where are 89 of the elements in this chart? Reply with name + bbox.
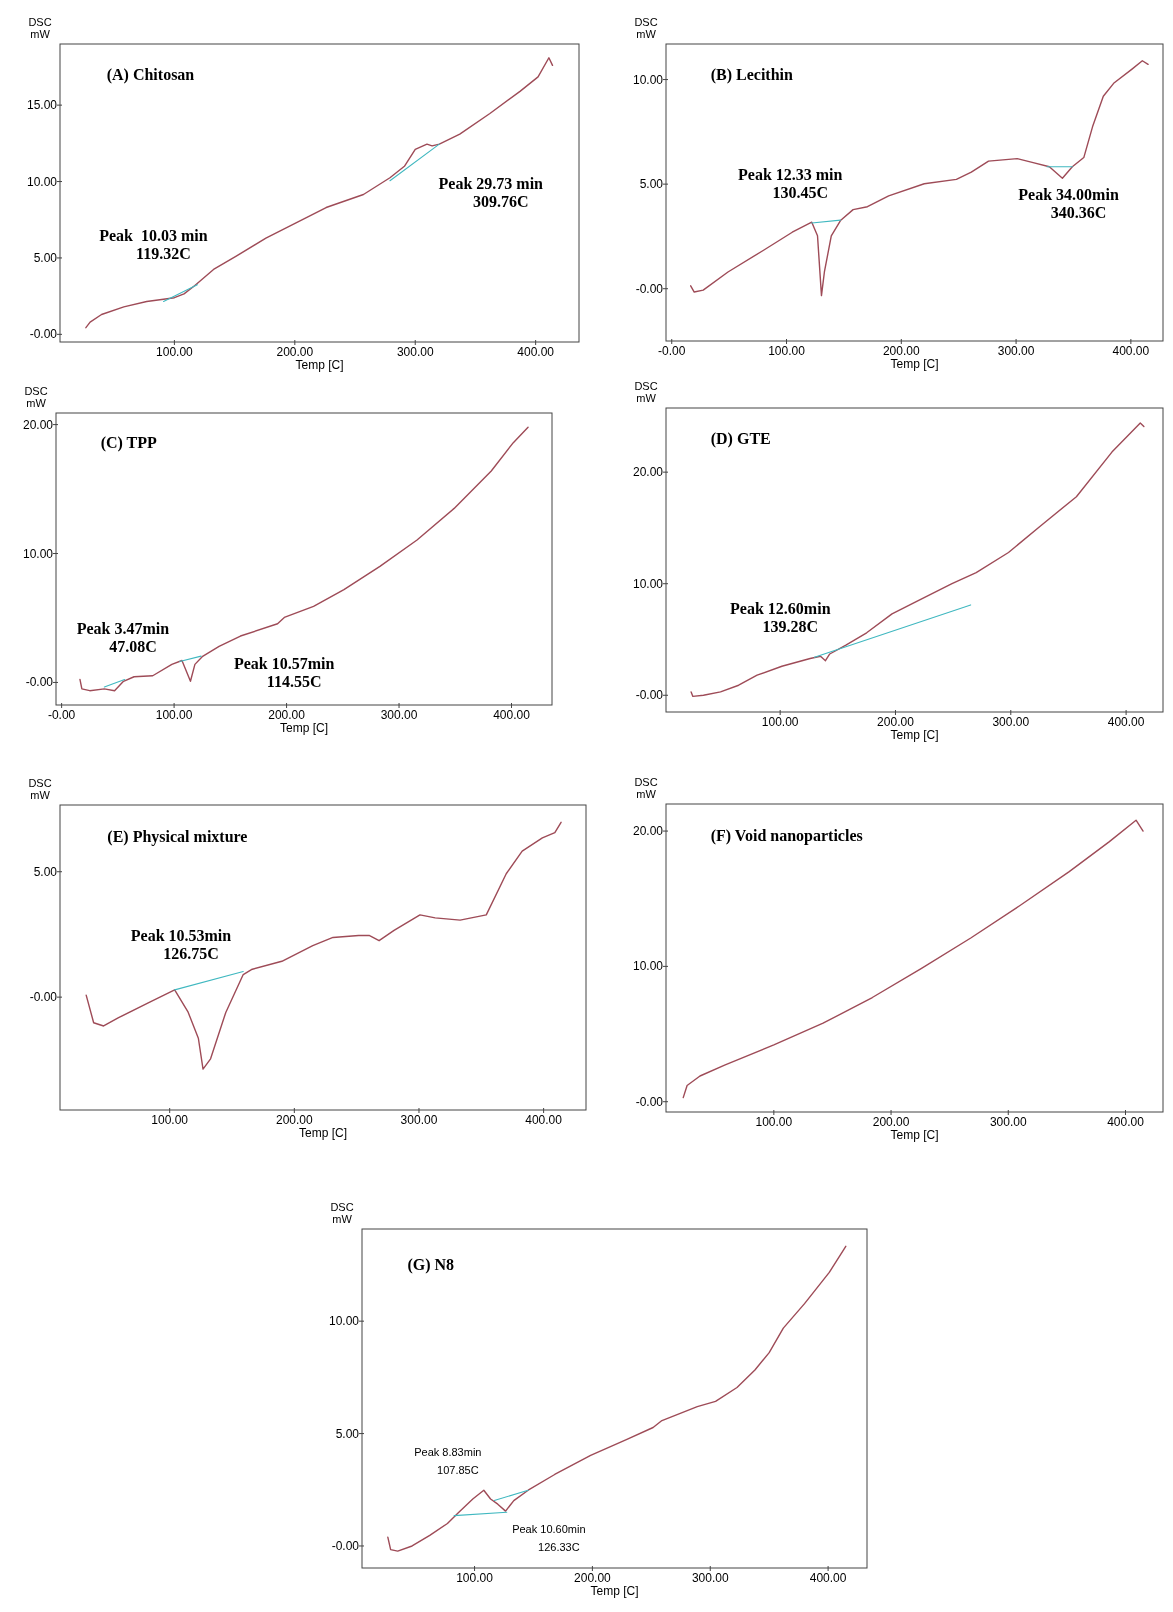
- x-tick-label: 300.00: [380, 708, 418, 722]
- text: (G) N8: [407, 1255, 455, 1274]
- text: (F) Void nanoparticles: [710, 826, 863, 845]
- y-tick-label: 5.00: [639, 177, 664, 192]
- x-axis-title: Temp [C]: [890, 728, 939, 742]
- x-tick-label: 300.00: [989, 1115, 1027, 1129]
- y-tick-label: 10.00: [632, 576, 664, 591]
- x-tick-label: -0.00: [47, 708, 76, 722]
- x-tick-label: -0.00: [658, 344, 686, 358]
- x-tick-label: 100.00: [456, 1571, 494, 1585]
- text: (A) Chitosan: [106, 65, 195, 84]
- y-tick-label: 10.00: [26, 174, 58, 189]
- y-tick-label: 20.00: [632, 824, 664, 839]
- y-tick-label: 10.00: [328, 1314, 360, 1329]
- annotation: Peak 12.33 min 130.45C: [738, 165, 843, 201]
- x-axis-title: Temp [C]: [890, 1128, 939, 1142]
- x-tick-label: 300.00: [992, 715, 1030, 729]
- y-tick-label: -0.00: [635, 1094, 664, 1109]
- annotation: Peak 12.60min 139.28C: [730, 599, 831, 635]
- y-tick-label: 20.00: [22, 417, 54, 432]
- annotation: Peak 10.57min 114.55C: [233, 654, 335, 690]
- line-series: [79, 426, 529, 692]
- annotation: Peak 10.60min 126.33C: [512, 1523, 586, 1554]
- y-axis-title: DSC mW: [24, 385, 48, 409]
- y-tick-label: -0.00: [635, 688, 664, 703]
- x-tick-label: 100.00: [755, 1115, 793, 1129]
- line-series: [690, 422, 1145, 698]
- line-series: [85, 57, 554, 329]
- y-tick-label: 10.00: [632, 959, 664, 974]
- x-axis-title: Temp [C]: [298, 1126, 348, 1140]
- y-tick-label: -0.00: [25, 675, 54, 690]
- x-tick-label: 100.00: [761, 715, 799, 729]
- x-tick-label: 200.00: [268, 708, 306, 722]
- y-axis-title: DSC mW: [330, 1201, 354, 1225]
- y-axis-title: DSC mW: [28, 16, 52, 40]
- y-tick-label: -0.00: [635, 281, 664, 296]
- y-tick-label: 15.00: [26, 98, 58, 113]
- x-tick-label: 300.00: [396, 345, 434, 359]
- y-tick-label: 10.00: [22, 546, 54, 561]
- text: (C) TPP: [100, 434, 158, 453]
- x-tick-label: 400.00: [809, 1571, 847, 1585]
- x-tick-label: 200.00: [877, 715, 915, 729]
- x-axis-title: Temp [C]: [279, 721, 329, 735]
- annotation: Peak 8.83min 107.85C: [414, 1445, 482, 1476]
- x-tick-label: 400.00: [1112, 344, 1150, 358]
- x-tick-label: 300.00: [400, 1113, 438, 1127]
- annotation: Peak 10.53min 126.75C: [130, 927, 232, 963]
- line-series: [85, 821, 562, 1070]
- y-tick-label: -0.00: [331, 1538, 360, 1553]
- y-axis-title: DSC mW: [28, 777, 52, 801]
- annotation: Peak 3.47min 47.08C: [76, 619, 170, 655]
- annotation: Peak 29.73 min 309.76C: [438, 175, 544, 210]
- y-tick-label: 10.00: [632, 72, 664, 87]
- y-tick-label: -0.00: [29, 327, 58, 342]
- y-axis-title: DSC mW: [634, 16, 658, 40]
- y-tick-label: 5.00: [33, 250, 58, 265]
- x-tick-label: 400.00: [493, 708, 531, 722]
- y-axis-title: DSC mW: [634, 776, 658, 800]
- x-axis-title: Temp [C]: [590, 1584, 639, 1598]
- line-series: [682, 819, 1144, 1099]
- y-tick-label: 20.00: [632, 465, 664, 480]
- annotation: Peak 10.03 min 119.32C: [99, 227, 208, 263]
- line-series: [387, 1245, 847, 1552]
- y-axis-title: DSC mW: [634, 380, 658, 404]
- x-axis-title: Temp [C]: [295, 358, 344, 372]
- text: (D) GTE: [710, 430, 771, 449]
- x-tick-label: 100.00: [155, 708, 193, 722]
- x-tick-label: 300.00: [691, 1571, 729, 1585]
- annotation: Peak 34.00min 340.36C: [1018, 186, 1119, 222]
- x-tick-label: 300.00: [997, 344, 1035, 358]
- y-tick-label: 5.00: [33, 864, 58, 879]
- x-tick-label: 100.00: [156, 345, 194, 359]
- x-axis-title: Temp [C]: [890, 357, 939, 371]
- x-tick-label: 200.00: [275, 1113, 314, 1127]
- x-tick-label: 400.00: [525, 1113, 563, 1127]
- y-tick-label: 5.00: [335, 1426, 360, 1441]
- x-tick-label: 200.00: [882, 344, 920, 358]
- x-tick-label: 400.00: [1107, 1115, 1145, 1129]
- x-tick-label: 100.00: [151, 1113, 189, 1127]
- x-tick-label: 200.00: [872, 1115, 910, 1129]
- x-tick-label: 200.00: [276, 345, 314, 359]
- line-series: [689, 60, 1149, 297]
- y-tick-label: -0.00: [29, 990, 58, 1005]
- x-tick-label: 100.00: [768, 344, 806, 358]
- x-tick-label: 400.00: [517, 345, 555, 359]
- text: (E) Physical mixture: [107, 827, 248, 846]
- x-tick-label: 200.00: [574, 1571, 612, 1585]
- x-tick-label: 400.00: [1107, 715, 1145, 729]
- text: (B) Lecithin: [710, 65, 794, 84]
